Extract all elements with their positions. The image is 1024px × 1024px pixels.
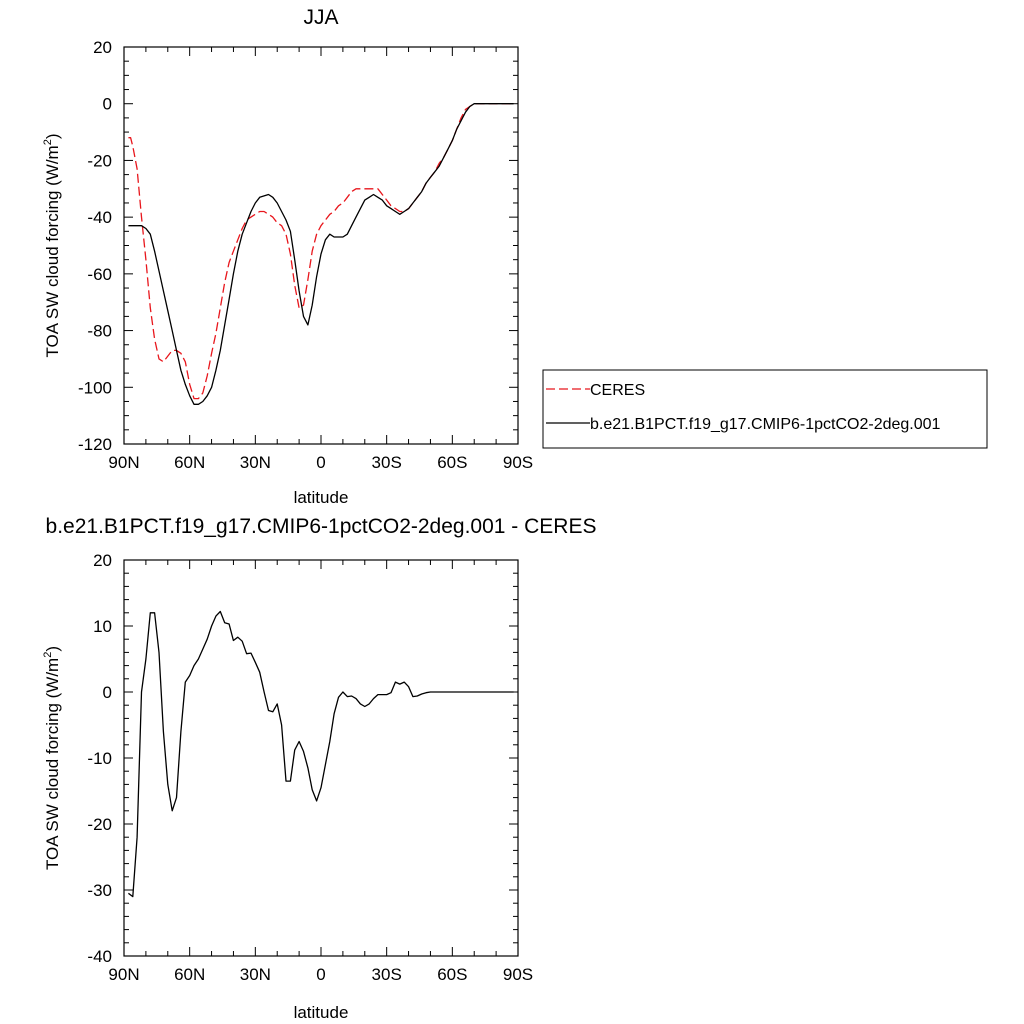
chart-1-x-tick-label: 60N [174, 453, 205, 472]
chart-2-y-axis-label: TOA SW cloud forcing (W/m2) [42, 646, 62, 870]
chart-2-x-tick-label: 60S [437, 965, 467, 984]
chart-1-y-tick-label: -80 [87, 322, 112, 341]
chart-2-x-tick-label: 60N [174, 965, 205, 984]
chart-1-x-tick-label: 60S [437, 453, 467, 472]
chart-1-series-line-b [128, 103, 514, 405]
chart-2-y-tick-label: 10 [93, 617, 112, 636]
chart-1-x-tick-label: 0 [316, 453, 325, 472]
chart-2-x-axis-label: latitude [294, 1003, 349, 1022]
legend-box [542, 369, 988, 449]
legend-entry-label: b.e21.B1PCT.f19_g17.CMIP6-1pctCO2-2deg.0… [590, 416, 941, 433]
chart-2: 90N 60N 30N 0 30S 60S 90S 20 10 0 -10 -20 -30 -40 TOA … [42, 551, 533, 984]
chart-1-y-axis-label: TOA SW cloud forcing (W/m2) [42, 133, 62, 357]
chart-2-x-tick-label: 0 [316, 965, 325, 984]
chart-1-x-tick-label: 30N [240, 453, 271, 472]
chart-1-series-line-ceres [128, 103, 514, 400]
chart-1: 90N 60N 30N 0 30S 60S 90S 20 0 -20 -40 -60 -80 -100 -1… [42, 38, 988, 472]
chart-2-x-tick-label: 90N [108, 965, 139, 984]
chart-2-y-tick-label: -40 [87, 947, 112, 966]
chart-1-y-tick-label: -60 [87, 265, 112, 284]
chart-1-y-tick-label: 0 [103, 95, 112, 114]
chart-2-title: b.e21.B1PCT.f19_g17.CMIP6-1pctCO2-2deg.0… [46, 515, 597, 538]
chart-2-plot-frame [123, 559, 519, 957]
chart-1-y-tick-label: 20 [93, 38, 112, 57]
chart-2-series-line-difference [128, 610, 514, 898]
chart-2-x-tick-label: 30N [240, 965, 271, 984]
chart-1-title: JJA [303, 6, 338, 29]
chart-2-y-tick-label: -20 [87, 815, 112, 834]
chart-2-x-tick-label: 90S [503, 965, 533, 984]
chart-2-y-tick-label: -30 [87, 881, 112, 900]
chart-1-x-tick-label: 90S [503, 453, 533, 472]
chart-1-x-axis-label: latitude [294, 488, 349, 507]
chart-1-plot-frame [123, 46, 519, 445]
chart-2-x-tick-label: 30S [372, 965, 402, 984]
chart-2-y-tick-label: -10 [87, 749, 112, 768]
chart-1-legend: CERES b.e21.B1PCT.f19_g17.CMIP6-1pctCO2-2… [542, 369, 988, 449]
chart-1-x-tick-label: 90N [108, 453, 139, 472]
chart-1-y-tick-label: -20 [87, 151, 112, 170]
legend-entry-label: CERES [590, 382, 645, 399]
chart-2-y-tick-label: 0 [103, 683, 112, 702]
chart-1-y-tick-label: -100 [78, 378, 112, 397]
chart-1-y-tick-label: -120 [78, 435, 112, 454]
chart-1-y-tick-label: -40 [87, 208, 112, 227]
chart-1-x-tick-label: 30S [372, 453, 402, 472]
chart-2-y-tick-label: 20 [93, 551, 112, 570]
